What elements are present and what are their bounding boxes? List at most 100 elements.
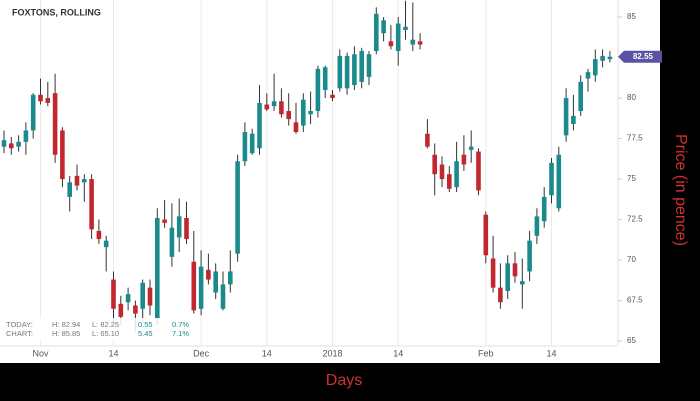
info-box <box>2 318 198 341</box>
candle-body <box>330 94 335 99</box>
candle-body <box>213 271 218 293</box>
x-tick-label: Nov <box>32 348 49 358</box>
candle-body <box>23 130 29 142</box>
chart-title: FOXTONS, ROLLING <box>12 7 101 17</box>
candle-body <box>133 305 138 314</box>
candle-body <box>228 271 233 285</box>
candle-body <box>556 154 562 209</box>
candle-body <box>74 175 80 186</box>
x-tick-label: Dec <box>193 348 210 358</box>
candle-body <box>9 143 14 149</box>
y-tick-label: 70 <box>627 255 636 264</box>
candle-body <box>571 115 576 124</box>
candle-body <box>483 214 489 256</box>
info-text: L: 82.25 <box>92 320 119 329</box>
candle-body <box>432 154 437 175</box>
candle-body <box>301 99 306 126</box>
candle-body <box>476 151 481 191</box>
candle-body <box>89 179 94 230</box>
candle-body <box>512 263 518 277</box>
candle-body <box>96 230 102 240</box>
candle-body <box>82 179 87 183</box>
candle-body <box>468 146 474 150</box>
info-text: 7.1% <box>172 329 189 338</box>
info-text: L: 65.10 <box>92 329 119 338</box>
candle-body <box>359 51 364 82</box>
candle-body <box>125 294 131 303</box>
candle-body <box>585 72 591 79</box>
candle-body <box>600 55 605 61</box>
candle-body <box>45 98 51 103</box>
candle-body <box>322 67 328 90</box>
y-axis-title: Price (in pence) <box>672 134 689 246</box>
candle-body <box>198 266 204 309</box>
candle-body <box>257 102 262 149</box>
candle-body <box>60 130 65 180</box>
price-badge-label: 82.55 <box>633 52 654 61</box>
candle-body <box>352 54 357 86</box>
candle-body <box>541 196 547 222</box>
candle-body <box>315 68 321 112</box>
candle-body <box>549 162 554 196</box>
y-tick-label: 80 <box>627 93 636 102</box>
candle-body <box>578 81 583 112</box>
candle-body <box>403 26 408 30</box>
price-badge <box>618 50 662 63</box>
candle-body <box>249 133 255 154</box>
y-tick-label: 65 <box>627 336 636 345</box>
candle-body <box>147 287 153 306</box>
candle-body <box>417 41 423 45</box>
candle-body <box>395 23 401 52</box>
candle-body <box>169 227 175 257</box>
candle-body <box>30 94 36 131</box>
candle-body <box>118 303 124 317</box>
candle-body <box>220 284 226 309</box>
candle-body <box>410 39 416 45</box>
x-tick-label: 14 <box>108 348 118 358</box>
candle-body <box>140 282 145 309</box>
candle-body <box>191 261 197 311</box>
candle-body <box>103 240 109 248</box>
y-tick-label: 67.5 <box>627 296 643 305</box>
candle-body <box>563 98 569 136</box>
plot <box>1 0 613 346</box>
x-tick-label: 2018 <box>322 348 342 358</box>
y-tick-label: 72.5 <box>627 215 643 224</box>
candle-body <box>242 132 248 162</box>
info-text: CHART: <box>6 329 33 338</box>
candle-body <box>527 240 532 272</box>
candle-body <box>534 216 540 236</box>
x-axis-title: Days <box>326 372 362 389</box>
candle-body <box>264 104 270 110</box>
candle-body <box>286 111 291 120</box>
info-text: H: 85.85 <box>52 329 80 338</box>
candle-body <box>447 174 452 189</box>
x-tick-label: 14 <box>393 348 403 358</box>
info-text: 0.55 <box>138 320 153 329</box>
x-tick-label: 14 <box>262 348 272 358</box>
candle-body <box>308 111 313 115</box>
candle-body <box>344 55 350 89</box>
candle-body <box>1 140 7 147</box>
y-tick-label: 75 <box>627 174 636 183</box>
info-text: TODAY: <box>6 320 33 329</box>
candle-body <box>184 217 189 240</box>
candle-body <box>38 94 43 102</box>
candle-body <box>16 141 21 147</box>
candle-body <box>366 54 372 77</box>
candle-body <box>206 269 211 280</box>
candle-body <box>279 101 284 115</box>
candle-body <box>162 219 167 223</box>
y-tick-label: 77.5 <box>627 134 643 143</box>
candle-body <box>520 281 525 285</box>
candle-body <box>454 161 459 188</box>
y-tick-label: 85 <box>627 12 636 21</box>
candle-body <box>498 287 503 303</box>
candle-body <box>111 279 116 309</box>
candle-body <box>235 161 240 254</box>
info-text: 5.45 <box>138 329 153 338</box>
candle-body <box>490 258 496 288</box>
candle-body <box>52 93 58 155</box>
candle-body <box>607 56 613 60</box>
